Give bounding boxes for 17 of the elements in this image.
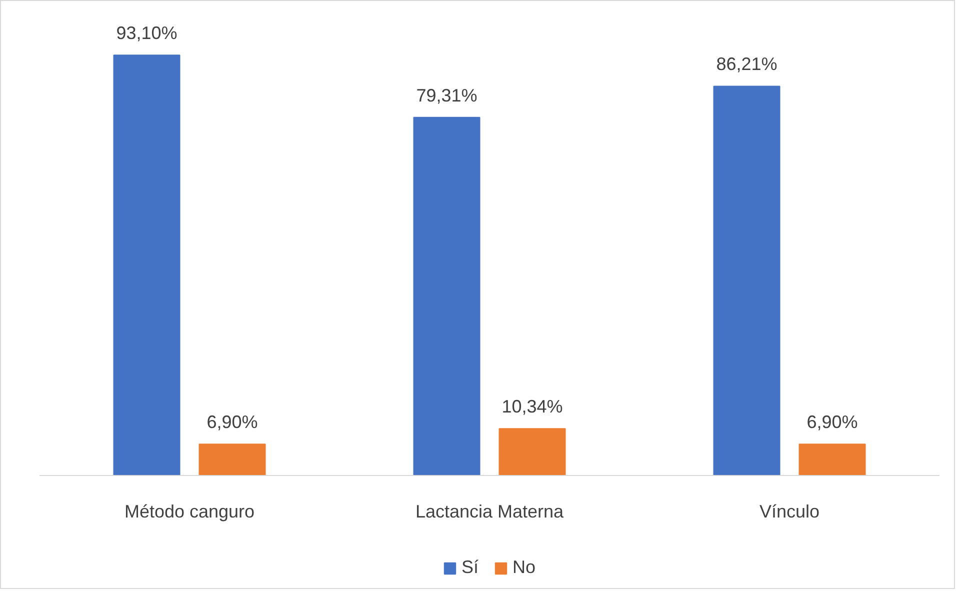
data-label: 79,31% — [416, 85, 478, 106]
data-label: 93,10% — [116, 23, 178, 44]
legend-label: Sí — [461, 557, 480, 578]
bar — [713, 86, 780, 476]
x-tick-label: Lactancia Materna — [415, 501, 565, 522]
bar — [413, 116, 480, 476]
x-tick-label: Método canguro — [124, 501, 255, 522]
bar — [198, 444, 266, 476]
legend-label: No — [512, 557, 536, 578]
bar — [798, 444, 866, 476]
data-label: 6,90% — [806, 412, 858, 432]
data-label: 6,90% — [206, 412, 258, 432]
data-label: 10,34% — [502, 396, 563, 417]
x-tick-label: Vínculo — [759, 501, 820, 522]
bar — [498, 428, 566, 476]
data-label: 86,21% — [716, 54, 778, 74]
bar — [113, 54, 180, 476]
